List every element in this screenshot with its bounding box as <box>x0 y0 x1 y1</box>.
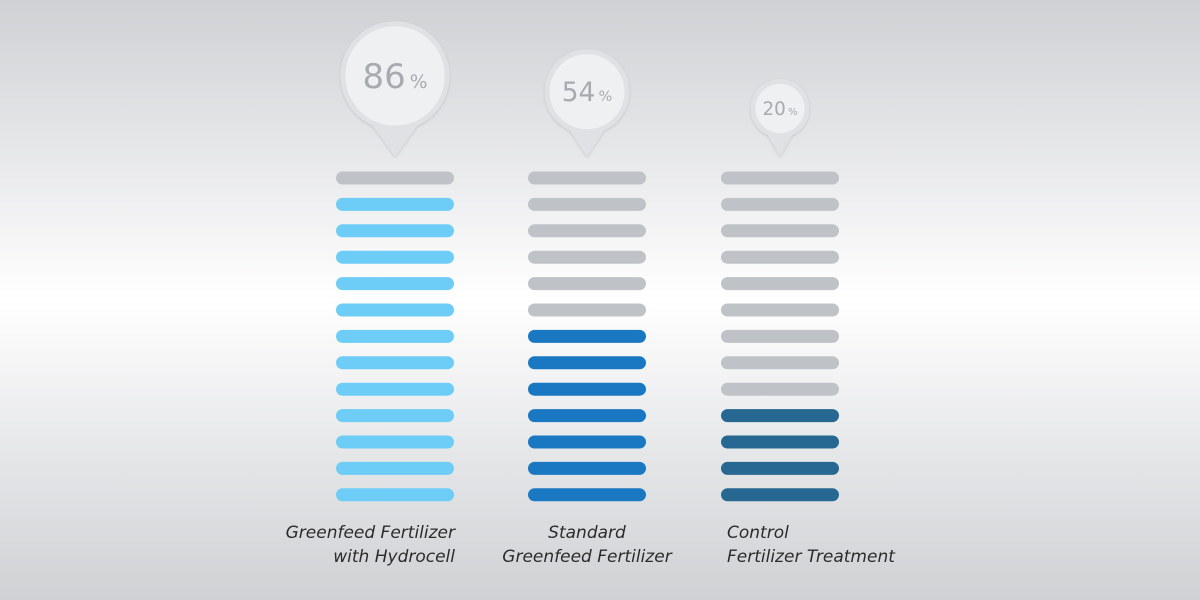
bar-segment-filled <box>721 488 839 502</box>
bar-segment-filled <box>336 435 454 449</box>
bar-segment-empty <box>528 303 646 317</box>
bar-segment-empty <box>721 356 839 370</box>
bar-segment-filled <box>528 382 646 396</box>
bar-segment-empty <box>721 303 839 317</box>
bar-segment-empty <box>528 224 646 238</box>
bar-segment-empty <box>721 382 839 396</box>
bar-segment-filled <box>336 409 454 423</box>
bar-segment-filled <box>336 329 454 343</box>
bar-segment-filled <box>336 356 454 370</box>
bar-segment-empty <box>528 197 646 211</box>
bar-segment-empty <box>336 171 454 185</box>
bubble-inner <box>549 54 625 130</box>
bar-segment-filled <box>336 382 454 396</box>
bar-segment-empty <box>721 224 839 238</box>
bar-segment-filled <box>721 435 839 449</box>
category-label-line: Greenfeed Fertilizer <box>285 523 455 543</box>
bar-1 <box>336 171 454 502</box>
bar-segment-filled <box>528 356 646 370</box>
bar-segment-filled <box>336 488 454 502</box>
bar-segment-empty <box>721 329 839 343</box>
bar-segment-filled <box>336 303 454 317</box>
bar-3 <box>721 171 839 502</box>
bar-2 <box>528 171 646 502</box>
value-label: 86% <box>363 57 428 96</box>
bar-segment-filled <box>336 461 454 475</box>
bar-segment-filled <box>528 329 646 343</box>
bar-segment-filled <box>336 197 454 211</box>
bar-segment-filled <box>528 435 646 449</box>
bar-segment-empty <box>721 277 839 291</box>
category-label-2: Standard Greenfeed Fertilizer <box>457 521 717 569</box>
bar-segment-filled <box>336 277 454 291</box>
bar-segment-filled <box>721 409 839 423</box>
category-label-line: Standard <box>548 523 626 543</box>
bar-segment-empty <box>528 171 646 185</box>
bar-segment-filled <box>721 461 839 475</box>
bar-segment-empty <box>721 250 839 264</box>
value-label: 20% <box>762 99 798 120</box>
bar-segment-filled <box>528 488 646 502</box>
bar-segment-filled <box>528 409 646 423</box>
bar-segment-empty <box>721 171 839 185</box>
value-bubble-1: 86% <box>340 21 450 158</box>
category-label-line: with Hydrocell <box>333 547 455 567</box>
bubble-inner <box>345 26 445 126</box>
bar-segment-filled <box>336 224 454 238</box>
value-bubble-2: 54% <box>544 49 630 157</box>
category-label-1: Greenfeed Fertilizer with Hydrocell <box>195 521 455 569</box>
bubble-inner <box>755 83 805 134</box>
bar-segment-empty <box>721 197 839 211</box>
bar-segment-filled <box>336 250 454 264</box>
bar-segment-empty <box>528 277 646 291</box>
category-label-line: Greenfeed Fertilizer <box>502 547 672 567</box>
bar-segment-filled <box>528 461 646 475</box>
bar-segment-empty <box>528 250 646 264</box>
category-label-3: Control Fertilizer Treatment <box>727 521 987 569</box>
category-label-line: Fertilizer Treatment <box>727 547 895 567</box>
category-label-line: Control <box>727 523 789 543</box>
value-label: 54% <box>562 78 612 108</box>
value-bubble-3: 20% <box>750 78 810 157</box>
